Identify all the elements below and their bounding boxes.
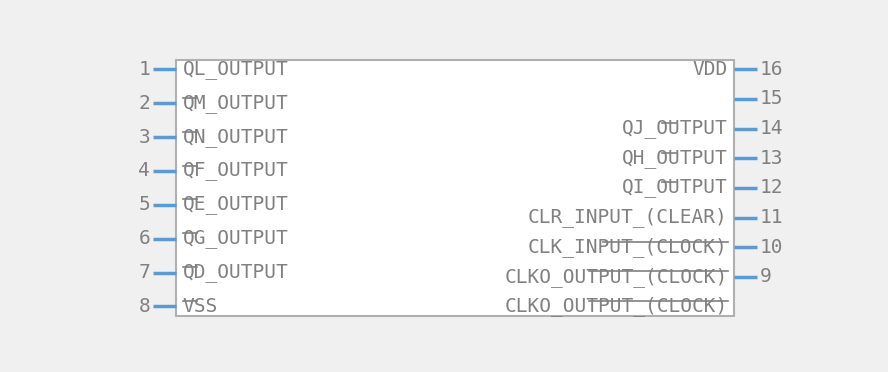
Text: VSS: VSS xyxy=(183,297,218,316)
Text: 11: 11 xyxy=(760,208,783,227)
Text: QH_OUTPUT: QH_OUTPUT xyxy=(622,149,727,168)
Text: 2: 2 xyxy=(139,94,150,113)
Text: QE_OUTPUT: QE_OUTPUT xyxy=(183,195,289,214)
Text: CLKO_OUTPUT_(CLOCK): CLKO_OUTPUT_(CLOCK) xyxy=(504,267,727,287)
Text: QF_OUTPUT: QF_OUTPUT xyxy=(183,161,289,180)
Text: 4: 4 xyxy=(139,161,150,180)
Text: 6: 6 xyxy=(139,229,150,248)
Text: 12: 12 xyxy=(760,178,783,198)
Text: CLR_INPUT_(CLEAR): CLR_INPUT_(CLEAR) xyxy=(528,208,727,227)
Text: QN_OUTPUT: QN_OUTPUT xyxy=(183,128,289,147)
Text: CLK_INPUT_(CLOCK): CLK_INPUT_(CLOCK) xyxy=(528,237,727,257)
Text: QJ_OUTPUT: QJ_OUTPUT xyxy=(622,119,727,138)
Text: 16: 16 xyxy=(760,60,783,79)
Text: 14: 14 xyxy=(760,119,783,138)
Bar xyxy=(177,60,733,316)
Text: 13: 13 xyxy=(760,149,783,168)
Text: 5: 5 xyxy=(139,195,150,214)
Text: QD_OUTPUT: QD_OUTPUT xyxy=(183,263,289,282)
Text: VDD: VDD xyxy=(693,60,727,79)
Text: QG_OUTPUT: QG_OUTPUT xyxy=(183,229,289,248)
Text: CLKO_OUTPUT_(CLOCK): CLKO_OUTPUT_(CLOCK) xyxy=(504,296,727,317)
Text: QM_OUTPUT: QM_OUTPUT xyxy=(183,94,289,113)
Text: 3: 3 xyxy=(139,128,150,147)
Text: 10: 10 xyxy=(760,238,783,257)
Text: QL_OUTPUT: QL_OUTPUT xyxy=(183,60,289,79)
Text: 9: 9 xyxy=(760,267,772,286)
Text: 15: 15 xyxy=(760,89,783,108)
Text: QI_OUTPUT: QI_OUTPUT xyxy=(622,178,727,198)
Text: 8: 8 xyxy=(139,297,150,316)
Text: 7: 7 xyxy=(139,263,150,282)
Text: 1: 1 xyxy=(139,60,150,79)
